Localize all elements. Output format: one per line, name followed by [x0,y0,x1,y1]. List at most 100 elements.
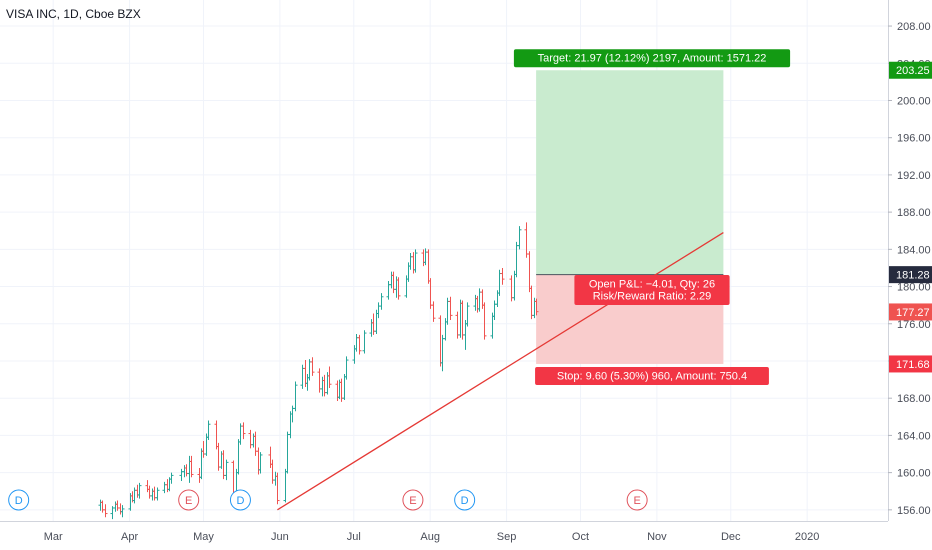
price-bars [98,222,539,520]
ohlc-bar [179,468,184,481]
event-circle[interactable] [178,489,200,511]
ohlc-bar [98,499,103,511]
ohlc-bar [268,446,273,468]
target-label[interactable]: Target: 21.97 (12.12%) 2197, Amount: 157… [513,49,791,68]
ohlc-bar [423,248,428,266]
dividend-marker[interactable]: D [229,489,251,511]
price-badge-bg[interactable] [889,303,932,321]
position-labels[interactable]: Target: 21.97 (12.12%) 2197, Amount: 157… [513,49,791,385]
dividend-marker[interactable]: D [8,489,30,511]
target-zone[interactable] [536,70,724,275]
ohlc-bar [480,289,485,309]
ohlc-bar [169,472,174,484]
event-circle[interactable] [626,489,648,511]
ohlc-bar [463,320,468,350]
ohlc-bar [517,226,522,250]
long-position-tool[interactable] [536,70,724,364]
ohlc-bar [413,249,418,273]
time-tick-label: Mar [44,531,63,543]
price-badge-text: 203.25 [896,65,930,77]
time-tick-label: Nov [647,531,667,543]
ohlc-bar [120,505,125,518]
price-tick-label: 192.00 [897,170,931,182]
price-badge-bg[interactable] [889,355,932,373]
event-letter: D [461,495,469,507]
stop-label-bg[interactable] [535,366,769,385]
ohlc-bar [241,422,246,440]
price-badge[interactable]: 181.28 [889,266,932,284]
ohlc-bar [362,330,367,354]
ohlc-bar [532,297,537,319]
ohlc-bar [201,440,206,458]
ohlc-bar [224,459,229,481]
price-badge-bg[interactable] [889,266,932,284]
ohlc-bar [189,455,194,478]
ohlc-bar [512,270,517,301]
price-badge[interactable]: 171.68 [889,355,932,373]
grid-lines [0,0,888,521]
ohlc-bar [428,278,433,309]
event-letter: E [633,495,640,507]
ohlc-bar [182,465,187,478]
ohlc-bar [248,429,253,449]
ohlc-bar [529,285,534,320]
earnings-marker[interactable]: E [626,489,648,511]
ohlc-bar [448,296,453,321]
time-tick-label: Jul [347,531,361,543]
earnings-marker[interactable]: E [402,489,424,511]
earnings-marker[interactable]: E [178,489,200,511]
price-tick-label: 168.00 [897,393,931,405]
time-tick-label: Jun [271,531,289,543]
dividend-marker[interactable]: D [454,489,476,511]
ohlc-bar [197,467,202,483]
pnl-label-bg[interactable] [574,275,730,305]
price-badge-text: 181.28 [896,270,930,282]
ohlc-bar [305,374,310,391]
event-circle[interactable] [454,489,476,511]
price-badge[interactable]: 203.25 [889,61,932,79]
ohlc-bar [482,302,487,340]
price-badge-bg[interactable] [889,61,932,79]
ohlc-bar [100,500,105,513]
price-tick-label: 208.00 [897,21,931,33]
ohlc-bar [527,251,532,293]
ohlc-bar [514,241,519,278]
ohlc-bar [258,452,263,474]
ohlc-bar [285,431,290,474]
ohlc-bar [256,447,261,475]
ohlc-bar [322,374,327,397]
event-letter: E [185,495,192,507]
event-circle[interactable] [8,489,30,511]
ohlc-bar [152,486,157,501]
ohlc-bar [440,334,445,372]
stop-label[interactable]: Stop: 9.60 (5.30%) 960, Amount: 750.4 [535,366,769,385]
ohlc-bar [396,277,401,300]
symbol-title[interactable]: VISA INC, 1D, Cboe BZX [6,7,141,21]
ohlc-bar [150,488,155,501]
ohlc-bar [408,253,413,270]
event-circle[interactable] [402,489,424,511]
time-tick-label: May [193,531,214,543]
pnl-label-text: Risk/Reward Ratio: 2.29 [593,291,712,303]
target-label-bg[interactable] [513,49,791,68]
ohlc-bar [465,302,470,327]
price-tick-label: 156.00 [897,505,931,517]
ohlc-bar [165,479,170,493]
ohlc-bar [147,485,152,499]
time-tick-label: 2020 [795,531,819,543]
event-circle[interactable] [229,489,251,511]
price-badge[interactable]: 177.27 [889,303,932,321]
ohlc-bar [534,298,539,316]
price-badge-text: 177.27 [896,307,930,319]
time-tick-label: Oct [572,531,589,543]
ohlc-bar [273,471,278,486]
event-letter: D [15,495,23,507]
ohlc-bar [421,249,426,267]
price-tick-label: 196.00 [897,133,931,145]
ohlc-bar [438,315,443,367]
